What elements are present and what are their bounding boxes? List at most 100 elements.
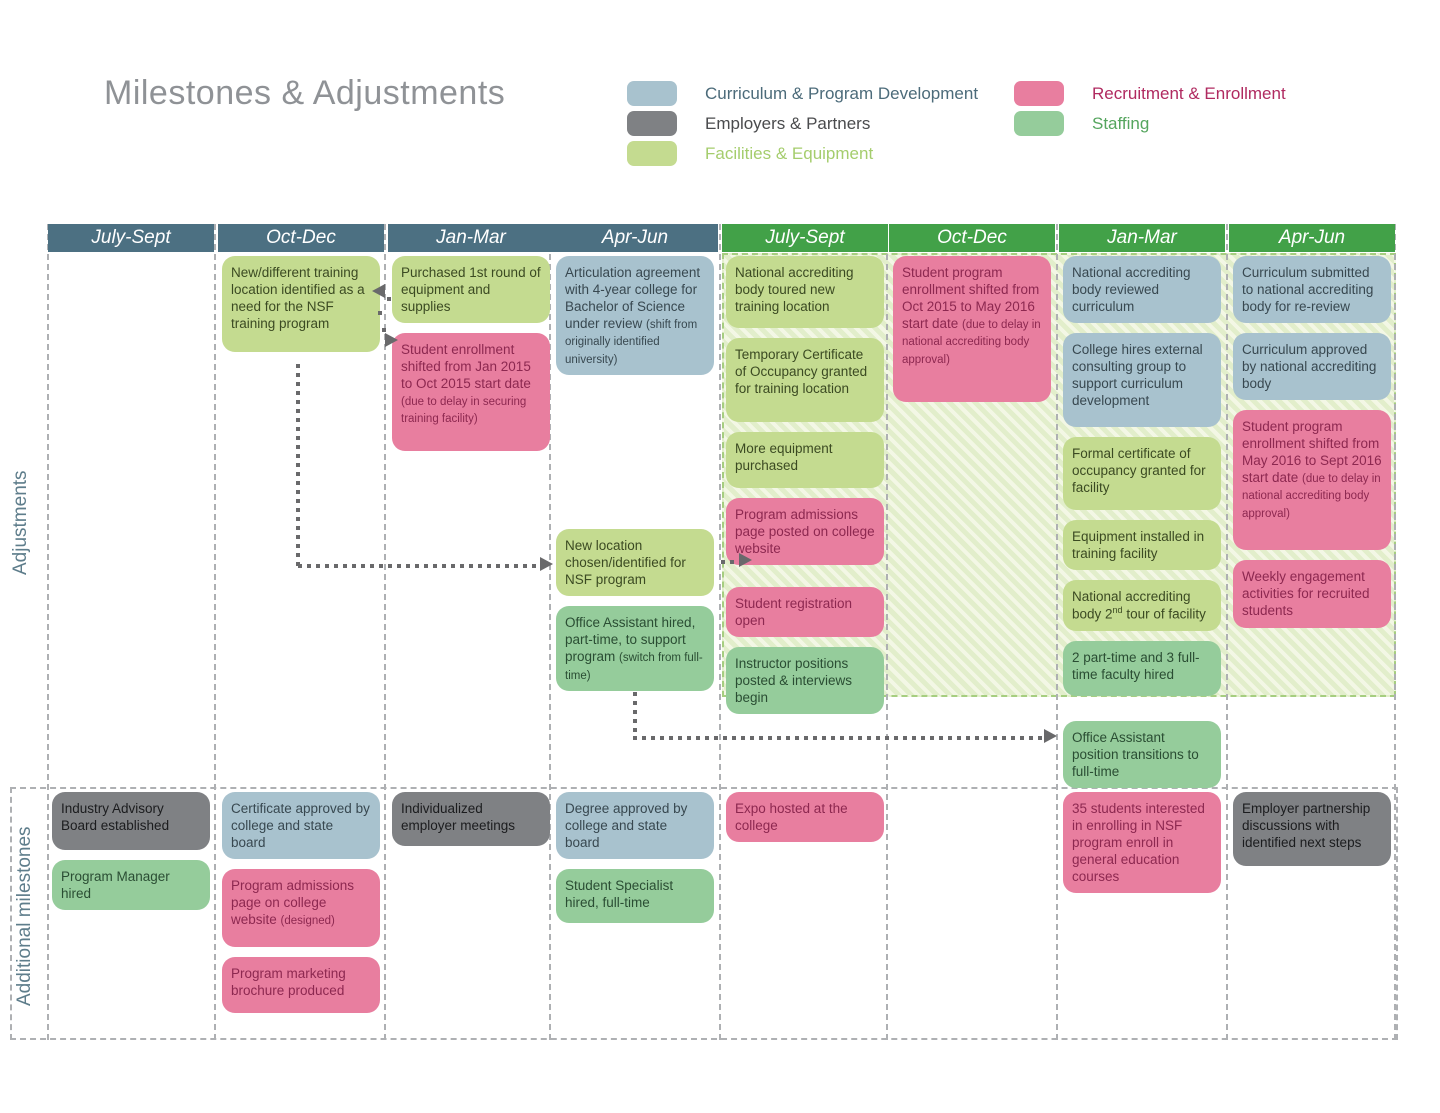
adjustment-box: Instructor positions posted & interviews… <box>726 647 884 714</box>
adjustment-box: National accrediting body 2nd tour of fa… <box>1063 580 1221 631</box>
milestones-stack: Expo hosted at the college <box>726 792 884 842</box>
adjustment-box: Temporary Certificate of Occupancy grant… <box>726 338 884 422</box>
adjustments-stack: National accrediting body reviewed curri… <box>1063 256 1221 788</box>
adjustments-stack: Curriculum submitted to national accredi… <box>1233 256 1391 628</box>
adjustments-stack: Student program enrollment shifted from … <box>893 256 1051 402</box>
box-note: (shift from originally identified univer… <box>565 319 698 366</box>
milestone-box: Student Specialist hired, full-time <box>556 869 714 923</box>
column-header-oct-dec-y1: Oct-Dec <box>218 224 384 252</box>
milestones-stack: Degree approved by college and state boa… <box>556 792 714 923</box>
milestone-box: Program admissions page on college websi… <box>222 869 380 947</box>
connector-dot <box>378 311 382 315</box>
adjustment-box: New/different training location identifi… <box>222 256 380 352</box>
legend-label: Recruitment & Enrollment <box>1092 83 1286 103</box>
legend-item-recruitment: Recruitment & Enrollment <box>1014 80 1286 107</box>
connector-dot <box>382 328 386 332</box>
adjustment-box: Office Assistant position transitions to… <box>1063 720 1221 788</box>
milestone-box: Program marketing brochure produced <box>222 957 380 1013</box>
column-header-apr-jun-y1: Apr-Jun <box>552 224 718 252</box>
connector-arrow-icon <box>372 284 385 298</box>
legend-swatch-icon <box>1014 81 1064 106</box>
legend-swatch-icon <box>627 141 677 166</box>
legend-item-staffing: Staffing <box>1014 110 1286 137</box>
adjustment-box: New location chosen/identified for NSF p… <box>556 529 714 597</box>
connector-line <box>721 560 739 564</box>
column-separator <box>1056 224 1058 1040</box>
milestones-stack: Certificate approved by college and stat… <box>222 792 380 1013</box>
legend-label: Curriculum & Program Development <box>705 83 979 103</box>
column-separator <box>549 224 551 1040</box>
adjustment-box: Curriculum submitted to national accredi… <box>1233 256 1391 323</box>
column-header-apr-jun-y2: Apr-Jun <box>1229 224 1395 252</box>
adjustment-box: Formal certificate of occupancy granted … <box>1063 437 1221 510</box>
milestones-stack: Employer partnership discussions with id… <box>1233 792 1391 866</box>
column-separator <box>1226 224 1228 1040</box>
connector-arrow-icon <box>739 553 752 567</box>
connector-line <box>296 364 300 566</box>
additional-milestones-band-label: Additional milestones <box>14 826 35 1006</box>
adjustment-box: Weekly engagement activities for recruit… <box>1233 560 1391 628</box>
milestones-stack: Industry Advisory Board established Progr… <box>52 792 210 910</box>
milestone-box: Certificate approved by college and stat… <box>222 792 380 859</box>
box-note: (due to delay in securing training facil… <box>401 396 527 426</box>
adjustment-box: Curriculum approved by national accredit… <box>1233 333 1391 400</box>
adjustments-stack: Purchased 1st round of equipment and sup… <box>392 256 550 451</box>
connector-line <box>298 564 540 568</box>
column-separator <box>1394 224 1396 1040</box>
milestone-box: Industry Advisory Board established <box>52 792 210 850</box>
legend-label: Staffing <box>1092 113 1150 133</box>
milestone-box: Employer partnership discussions with id… <box>1233 792 1391 866</box>
adjustment-box: National accrediting body toured new tra… <box>726 256 884 328</box>
column-separator <box>214 224 216 1040</box>
box-note: (designed) <box>280 915 335 927</box>
legend-item-employers: Employers & Partners <box>627 110 978 137</box>
additional-milestones-frame <box>10 787 1398 1040</box>
adjustment-box: Office Assistant hired, part-time, to su… <box>556 606 714 692</box>
legend-left-column: Curriculum & Program Development Employer… <box>627 80 978 170</box>
column-separator <box>719 224 721 1040</box>
adjustment-box: Equipment installed in training facility <box>1063 520 1221 570</box>
adjustment-box: Student program enrollment shifted from … <box>893 256 1051 402</box>
legend-right-column: Recruitment & Enrollment Staffing <box>1014 80 1286 140</box>
box-note: (due to delay in national accrediting bo… <box>902 319 1041 366</box>
legend-swatch-icon <box>1014 111 1064 136</box>
page-title: Milestones & Adjustments <box>104 74 506 112</box>
adjustment-box: Program admissions page posted on colleg… <box>726 498 884 565</box>
milestones-stack: Individualized employer meetings <box>392 792 550 846</box>
adjustment-box: 2 part-time and 3 full-time faculty hire… <box>1063 640 1221 696</box>
column-header-july-sept-y2: July-Sept <box>722 224 888 252</box>
connector-arrow-icon <box>540 557 553 571</box>
box-note: (due to delay in national accrediting bo… <box>1242 473 1381 520</box>
legend-label: Employers & Partners <box>705 113 871 133</box>
adjustment-box: College hires external consulting group … <box>1063 333 1221 427</box>
adjustment-box: Articulation agreement with 4-year colle… <box>556 256 714 376</box>
box-note: (switch from full-time) <box>565 652 703 682</box>
adjustment-box: Student program enrollment shifted from … <box>1233 410 1391 550</box>
column-header-jan-mar-y2: Jan-Mar <box>1059 224 1225 252</box>
adjustments-band-label: Adjustments <box>10 470 31 575</box>
column-header-jan-mar-y1: Jan-Mar <box>388 224 554 252</box>
legend-swatch-icon <box>627 81 677 106</box>
milestone-box: Individualized employer meetings <box>392 792 550 846</box>
connector-line <box>633 736 1045 740</box>
connector-arrow-icon <box>385 333 398 347</box>
column-header-july-sept-y1: July-Sept <box>48 224 214 252</box>
adjustment-box: Student enrollment shifted from Jan 2015… <box>392 333 550 451</box>
milestone-box: Degree approved by college and state boa… <box>556 792 714 859</box>
connector-arrow-icon <box>1044 729 1057 743</box>
milestone-box: Expo hosted at the college <box>726 792 884 842</box>
adjustment-box: Student registration open <box>726 587 884 637</box>
adjustments-stack: National accrediting body toured new tra… <box>726 256 884 714</box>
adjustment-box: Purchased 1st round of equipment and sup… <box>392 256 550 323</box>
connector-line <box>633 692 637 738</box>
connector-dot <box>387 297 391 301</box>
legend-swatch-icon <box>627 111 677 136</box>
adjustments-stack: Articulation agreement with 4-year colle… <box>556 256 714 692</box>
legend-item-curriculum: Curriculum & Program Development <box>627 80 978 107</box>
column-separator <box>886 224 888 1040</box>
milestone-box: 35 students interested in enrolling in N… <box>1063 792 1221 893</box>
column-header-oct-dec-y2: Oct-Dec <box>889 224 1055 252</box>
adjustment-box: National accrediting body reviewed curri… <box>1063 256 1221 323</box>
milestones-stack: 35 students interested in enrolling in N… <box>1063 792 1221 893</box>
